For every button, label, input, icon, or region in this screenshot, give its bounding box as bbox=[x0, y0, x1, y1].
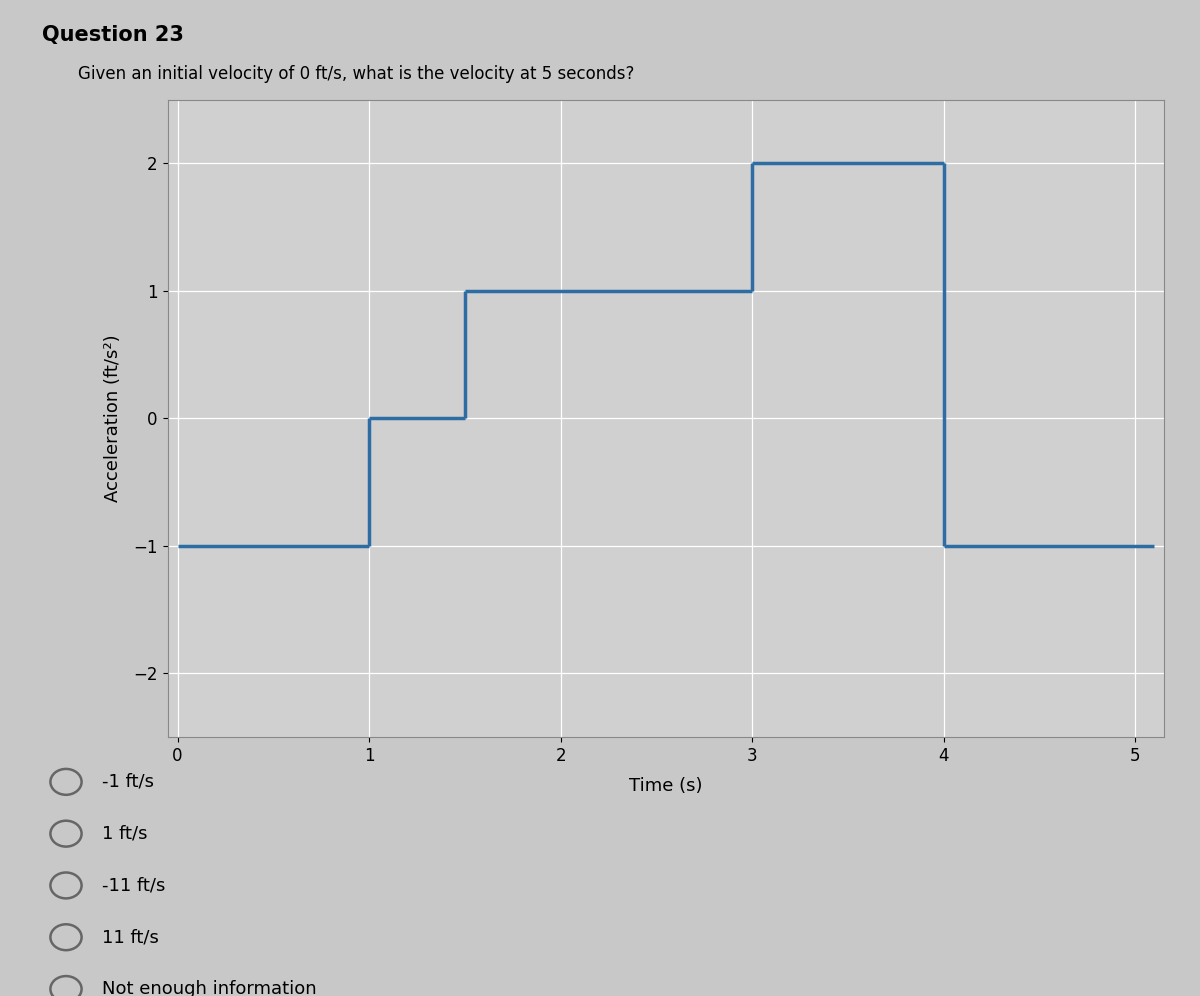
Text: Not enough information: Not enough information bbox=[102, 980, 317, 996]
X-axis label: Time (s): Time (s) bbox=[629, 777, 703, 795]
Text: Given an initial velocity of 0 ft/s, what is the velocity at 5 seconds?: Given an initial velocity of 0 ft/s, wha… bbox=[78, 65, 635, 83]
Y-axis label: Acceleration (ft/s²): Acceleration (ft/s²) bbox=[104, 335, 122, 502]
Text: Question 23: Question 23 bbox=[42, 25, 184, 45]
Text: 11 ft/s: 11 ft/s bbox=[102, 928, 158, 946]
Text: -11 ft/s: -11 ft/s bbox=[102, 876, 166, 894]
Text: -1 ft/s: -1 ft/s bbox=[102, 773, 154, 791]
Text: 1 ft/s: 1 ft/s bbox=[102, 825, 148, 843]
